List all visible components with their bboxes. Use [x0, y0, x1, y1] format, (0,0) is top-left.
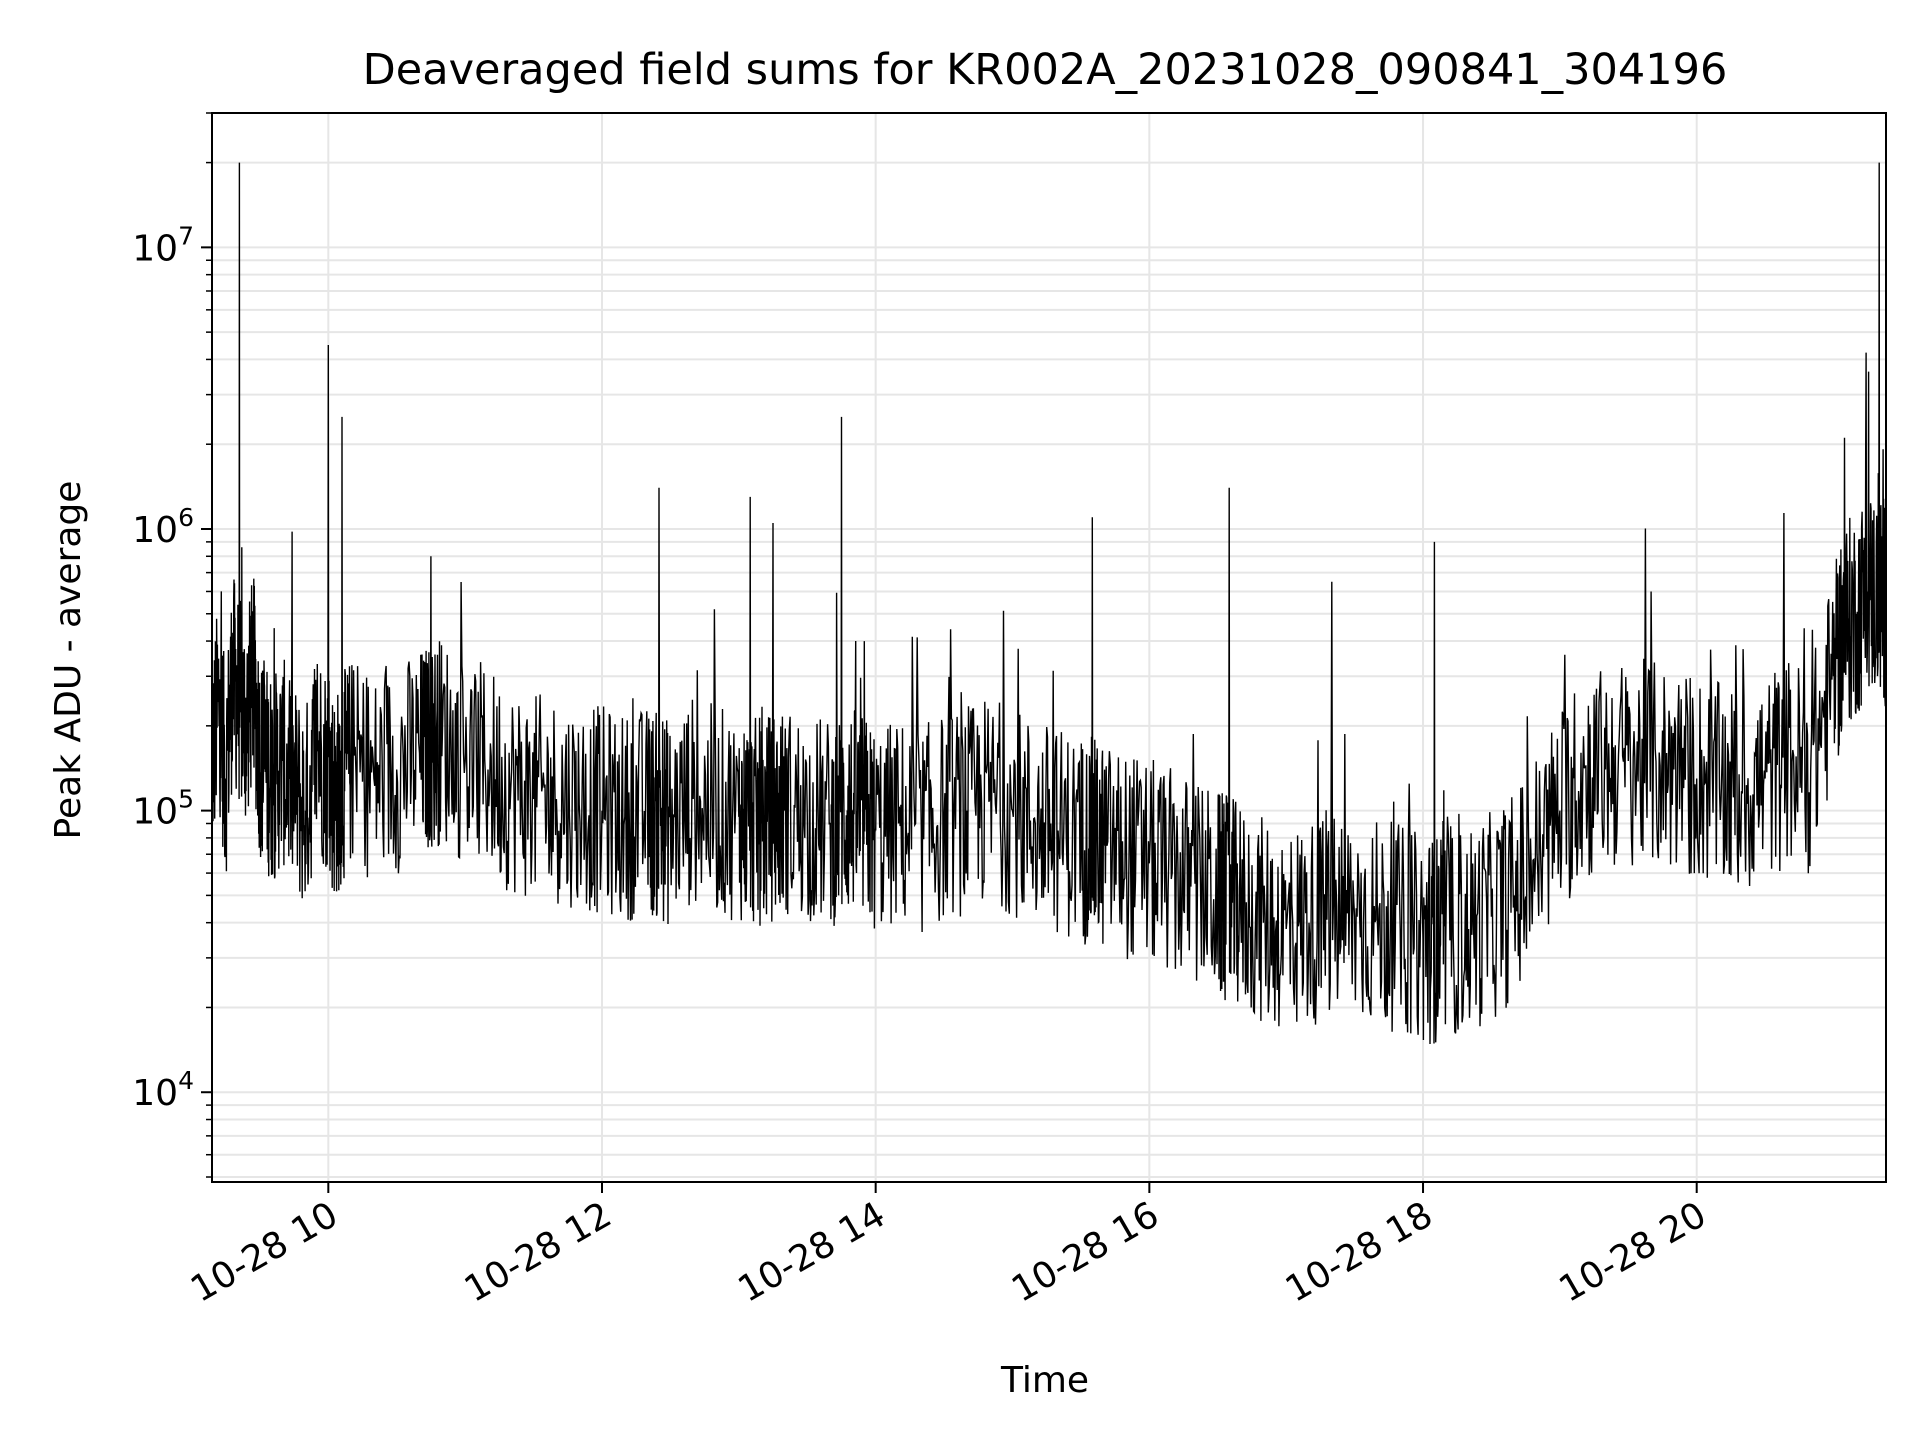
x-axis-label: Time	[1000, 1360, 1089, 1401]
y-axis-label: Peak ADU - average	[48, 481, 89, 840]
y-tick-label: 105	[132, 785, 194, 833]
plot-frame	[211, 112, 1887, 1183]
data-layer	[211, 162, 1887, 1045]
chart-title: Deaveraged field sums for KR002A_2023102…	[363, 45, 1728, 95]
y-tick-label: 106	[132, 503, 194, 551]
series-line	[211, 162, 1887, 1045]
y-tick-label: 107	[132, 221, 194, 269]
y-tick-label: 104	[132, 1066, 194, 1114]
